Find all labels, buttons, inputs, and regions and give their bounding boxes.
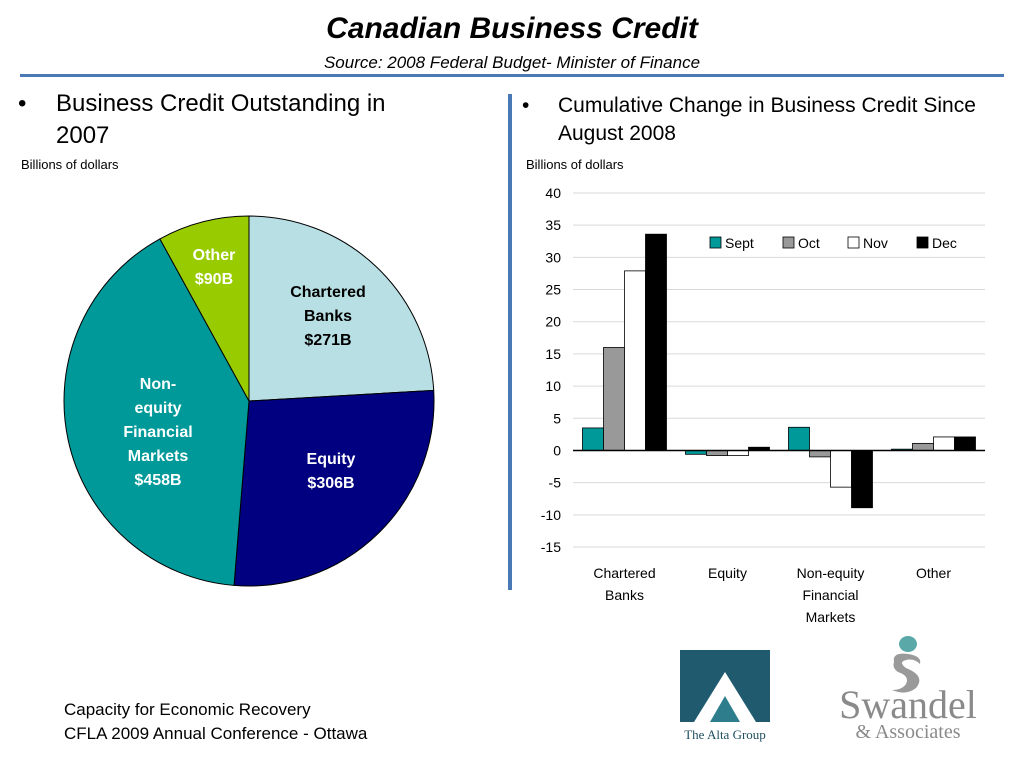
alta-group-logo: The Alta Group bbox=[680, 650, 770, 742]
legend-label-sept: Sept bbox=[725, 235, 754, 251]
pie-slice-3 bbox=[63, 238, 250, 586]
legend-swatch-oct bbox=[782, 236, 795, 249]
slide-title: Canadian Business Credit bbox=[326, 12, 698, 45]
panel-divider bbox=[508, 94, 512, 590]
swandel-logo-subtext: & Associates bbox=[856, 721, 961, 743]
legend-swatch-dec bbox=[916, 236, 929, 249]
right-bullet: • bbox=[522, 94, 530, 117]
pie-slice-1 bbox=[248, 215, 435, 402]
bar-dec-1 bbox=[645, 233, 667, 451]
pie-slice-4 bbox=[159, 215, 250, 402]
y-tick-label-5: 20 bbox=[545, 314, 561, 330]
x-category-label-2: Equity bbox=[708, 565, 747, 581]
y-tick-label-7: 10 bbox=[545, 378, 561, 394]
pie-label-3: Non-equity Financial Markets $458B bbox=[123, 376, 192, 489]
right-heading: • Cumulative Change in Business Credit S… bbox=[522, 92, 1012, 148]
pie-slice-2 bbox=[233, 389, 435, 587]
bar-oct-2 bbox=[706, 450, 728, 457]
bar-oct-1 bbox=[603, 347, 625, 451]
bar-sept-3 bbox=[788, 426, 810, 451]
y-tick-label-12: -15 bbox=[541, 539, 561, 555]
bar-sept-1 bbox=[582, 427, 604, 451]
bar-dec-4 bbox=[954, 436, 976, 451]
legend-label-dec: Dec bbox=[932, 235, 957, 251]
legend-label-oct: Oct bbox=[798, 235, 820, 251]
legend-label-nov: Nov bbox=[863, 235, 888, 251]
title-rule bbox=[20, 74, 1004, 77]
y-tick-label-2: 35 bbox=[545, 217, 561, 233]
y-tick-label-1: 40 bbox=[545, 185, 561, 201]
footer-line-2: CFLA 2009 Annual Conference - Ottawa bbox=[64, 724, 368, 743]
y-tick-label-9: 0 bbox=[553, 442, 561, 458]
y-tick-label-10: -5 bbox=[549, 475, 562, 491]
y-tick-label-8: 5 bbox=[553, 410, 561, 426]
bar-nov-4 bbox=[933, 436, 955, 451]
bar-oct-4 bbox=[912, 442, 934, 451]
left-bullet: • bbox=[18, 90, 27, 117]
slide-subtitle: Source: 2008 Federal Budget- Minister of… bbox=[323, 53, 701, 72]
bar-oct-3 bbox=[809, 450, 831, 458]
bar-nov-2 bbox=[727, 450, 749, 457]
left-heading: • Business Credit Outstanding in 2007 bbox=[18, 88, 438, 152]
bar-nov-3 bbox=[830, 450, 852, 488]
footer: Capacity for Economic Recovery CFLA 2009… bbox=[64, 698, 367, 746]
left-heading-text: Business Credit Outstanding in 2007 bbox=[56, 90, 386, 149]
right-heading-text: Cumulative Change in Business Credit Sin… bbox=[558, 94, 976, 145]
bar-dec-3 bbox=[851, 450, 873, 509]
x-category-label-3: Non-equity Financial Markets bbox=[797, 565, 865, 625]
swandel-logo: Swandel & Associates bbox=[839, 636, 977, 743]
y-tick-label-11: -10 bbox=[541, 507, 561, 523]
pie-label-1: Chartered Banks $271B bbox=[290, 284, 366, 349]
y-tick-label-3: 30 bbox=[545, 249, 561, 265]
legend-swatch-nov bbox=[847, 236, 860, 249]
left-units-label: Billions of dollars bbox=[21, 157, 119, 172]
alta-logo-text: The Alta Group bbox=[684, 727, 766, 742]
right-units-label: Billions of dollars bbox=[526, 157, 624, 172]
y-tick-label-6: 15 bbox=[545, 346, 561, 362]
y-tick-label-4: 25 bbox=[545, 282, 561, 298]
swandel-logo-text: Swandel bbox=[839, 682, 977, 727]
footer-line-1: Capacity for Economic Recovery bbox=[64, 700, 311, 719]
x-category-label-4: Other bbox=[916, 565, 951, 581]
pie-label-2: Equity $306B bbox=[307, 451, 356, 492]
x-category-label-1: Chartered Banks bbox=[593, 565, 655, 603]
legend-swatch-sept bbox=[709, 236, 722, 249]
pie-label-4: Other $90B bbox=[193, 247, 236, 288]
bar-nov-1 bbox=[624, 270, 646, 451]
